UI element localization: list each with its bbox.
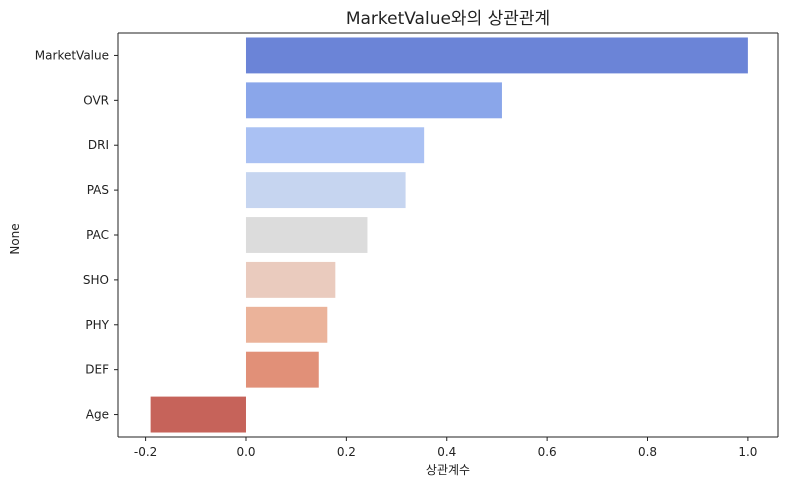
y-tick-label: Age	[86, 408, 109, 422]
y-tick-label: DEF	[85, 363, 109, 377]
x-tick-label: 0.8	[638, 445, 657, 459]
x-tick-label: 0.4	[437, 445, 456, 459]
bars-group	[150, 37, 748, 433]
x-tick-label: 0.6	[538, 445, 557, 459]
bar-marketvalue	[245, 37, 748, 74]
y-axis-label: None	[8, 223, 22, 254]
bar-def	[245, 351, 319, 388]
bar-phy	[245, 306, 328, 343]
y-tick-label: PAC	[86, 228, 109, 242]
x-tick-label: -0.2	[134, 445, 157, 459]
bar-age	[150, 396, 246, 433]
y-tick-label: PAS	[87, 183, 109, 197]
x-tick-label: 0.0	[236, 445, 255, 459]
y-tick-label: PHY	[85, 318, 109, 332]
bar-pas	[245, 172, 406, 209]
x-tick-label: 0.2	[337, 445, 356, 459]
x-axis-label: 상관계수	[426, 463, 470, 477]
y-axis-ticks: MarketValue OVR DRI PAS PAC SHO PHY DEF Age	[35, 48, 118, 422]
x-tick-label: 1.0	[738, 445, 757, 459]
x-axis-ticks: -0.2 0.0 0.2 0.4 0.6 0.8 1.0	[134, 437, 757, 459]
y-tick-label: MarketValue	[35, 48, 109, 62]
y-tick-label: DRI	[88, 138, 109, 152]
y-tick-label: OVR	[83, 93, 109, 107]
y-tick-label: SHO	[83, 273, 109, 287]
plot-frame	[117, 32, 779, 438]
bar-ovr	[245, 82, 502, 119]
bar-pac	[245, 217, 368, 253]
bar-sho	[245, 261, 336, 298]
chart-title: MarketValue와의 상관관계	[346, 9, 550, 29]
bar-dri	[245, 127, 425, 164]
